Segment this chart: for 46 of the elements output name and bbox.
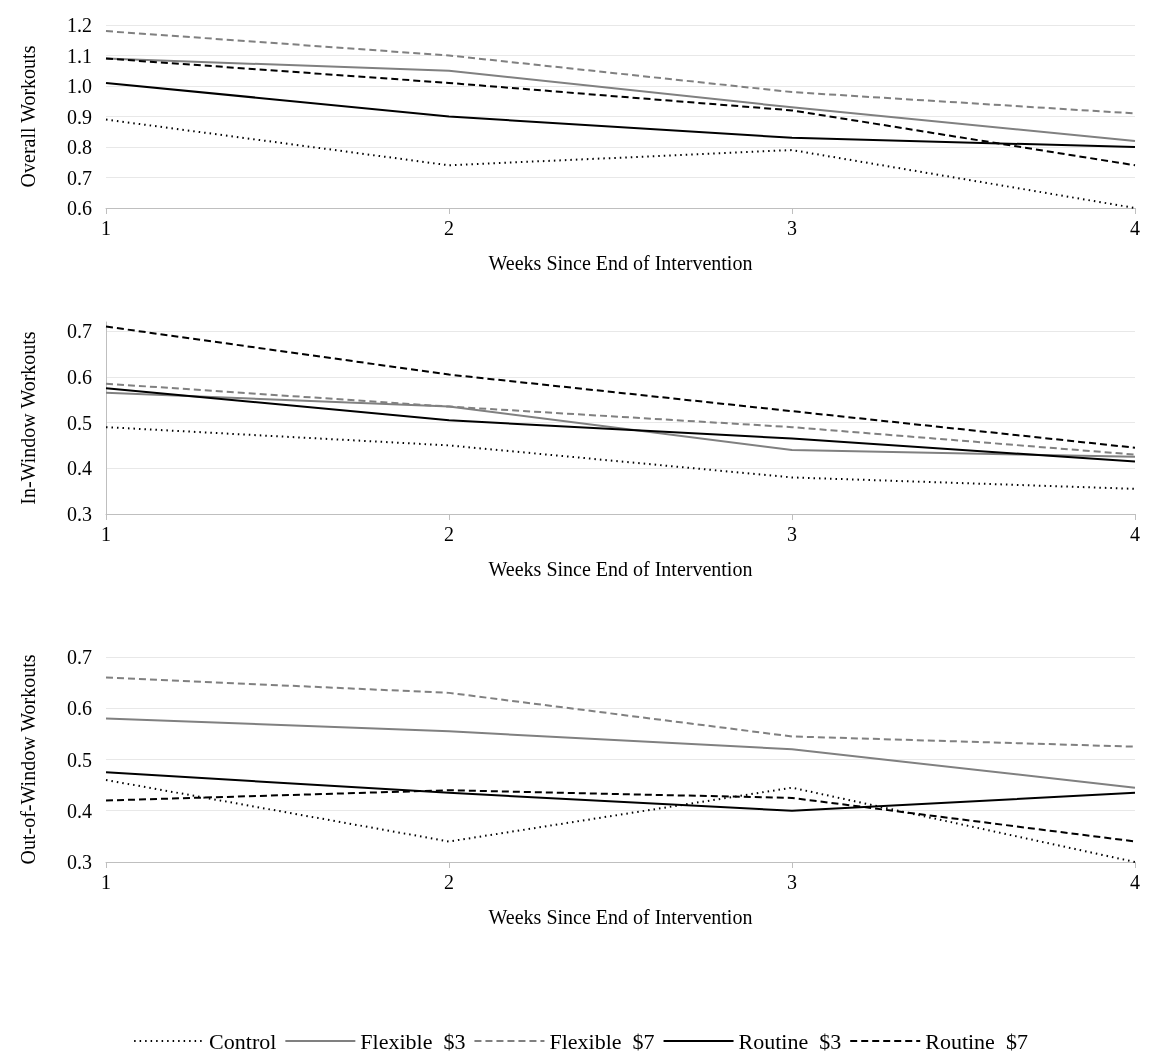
x-tick-label: 2 [444,523,454,545]
y-tick-label: 0.4 [67,799,92,822]
y-tick-label: 0.7 [67,166,92,189]
x-tick-label: 4 [1130,217,1140,239]
line-series [105,426,1136,490]
y-tick-label: 0.7 [67,646,92,668]
y-tick-label: 1.0 [67,75,92,97]
y-axis-title: Overall Workouts [17,45,39,188]
x-tick-label: 2 [444,217,454,239]
x-axis-title: Weeks Since End of Intervention [488,906,753,928]
y-tick-label: 0.5 [67,748,92,771]
y-tick-label: 0.4 [67,457,92,480]
x-axis-title: Weeks Since End of Intervention [488,252,753,274]
y-tick-label: 0.5 [67,411,92,434]
y-tick-label: 1.2 [67,14,92,36]
line-series [105,325,1136,449]
line-series [105,57,1136,167]
y-tick-label: 0.6 [67,365,92,388]
y-tick-label: 0.3 [67,851,92,873]
x-tick-label: 3 [787,523,797,545]
legend-label: Routine $7 [925,1028,1028,1054]
y-tick-label: 0.7 [67,320,92,343]
y-tick-label: 0.3 [67,503,92,525]
y-tick-label: 0.6 [67,697,92,720]
x-tick-label: 4 [1130,871,1140,893]
line-series [105,30,1136,115]
x-axis-title: Weeks Since End of Intervention [488,558,753,580]
x-tick-label: 4 [1130,523,1140,545]
x-tick-label: 3 [787,217,797,239]
x-tick-label: 1 [101,871,111,893]
legend-label: Flexible $3 [360,1028,466,1054]
legend-label: Control [209,1028,277,1054]
y-axis-title: Out-of-Window Workouts [17,654,39,865]
x-tick-label: 1 [101,523,111,545]
y-tick-label: 1.1 [67,44,92,67]
y-tick-label: 0.8 [67,136,92,158]
x-tick-label: 1 [101,217,111,239]
y-tick-label: 0.6 [67,197,92,219]
x-tick-label: 2 [444,871,454,893]
line-series [105,676,1136,748]
line-series [105,717,1136,789]
x-tick-label: 3 [787,871,797,893]
legend-label: Flexible $7 [549,1028,655,1054]
legend-label: Routine $3 [738,1028,842,1054]
y-axis-title: In-Window Workouts [17,331,39,505]
y-tick-label: 0.9 [67,105,92,128]
